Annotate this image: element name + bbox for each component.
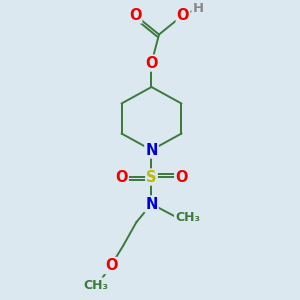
Text: O: O <box>175 169 188 184</box>
Text: O: O <box>129 8 141 22</box>
Text: O: O <box>177 8 189 22</box>
Text: N: N <box>145 196 158 211</box>
Text: O: O <box>105 258 117 273</box>
Text: O: O <box>145 56 158 70</box>
Text: CH₃: CH₃ <box>175 211 200 224</box>
Text: S: S <box>146 169 157 184</box>
Text: CH₃: CH₃ <box>83 278 109 292</box>
Text: O: O <box>115 169 128 184</box>
Text: H: H <box>192 2 204 15</box>
Text: N: N <box>145 142 158 158</box>
